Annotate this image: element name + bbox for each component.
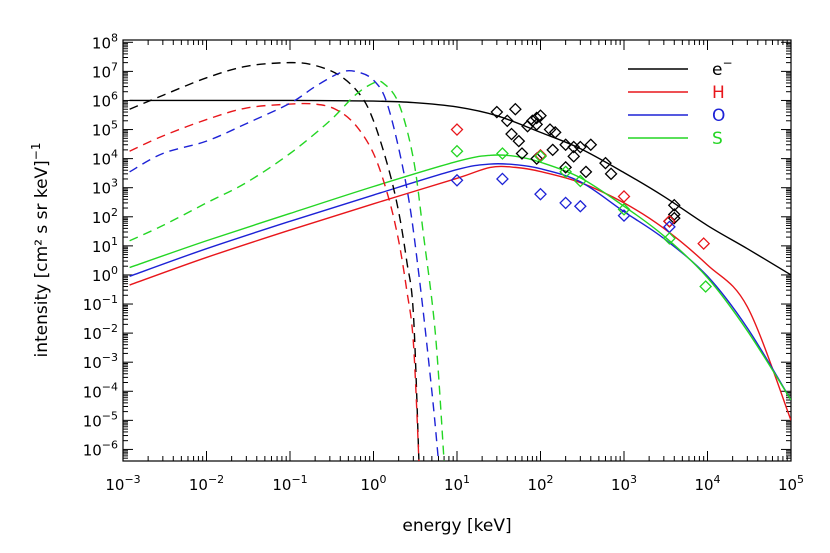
marker-h	[697, 237, 711, 250]
series-line-s-dashed	[129, 80, 445, 461]
x-tick-label: 100	[360, 473, 386, 494]
legend-label: S	[712, 129, 723, 149]
y-tick-label: 10−3	[83, 351, 118, 372]
series-line-h-dashed	[129, 102, 420, 461]
marker-e	[530, 118, 544, 131]
marker-h	[663, 214, 676, 228]
marker-o	[534, 187, 547, 201]
marker-e	[667, 198, 681, 212]
axis-ticks	[122, 40, 792, 462]
marker-s	[559, 165, 573, 179]
y-tick-label: 102	[92, 206, 118, 227]
y-axis-label-exponent: −1	[29, 142, 43, 160]
x-tick-label: 103	[611, 473, 637, 494]
x-axis-label: energy [keV]	[402, 516, 511, 536]
marker-o	[559, 196, 573, 210]
marker-o	[496, 172, 509, 186]
x-tick-label: 10−3	[105, 473, 140, 494]
y-tick-label: 101	[92, 235, 118, 256]
marker-h	[534, 148, 547, 162]
series-line-o-dashed	[129, 69, 440, 461]
marker-e	[599, 156, 612, 170]
legend-label: O	[712, 106, 725, 126]
marker-s	[496, 147, 509, 160]
marker-s	[617, 202, 631, 216]
marker-o	[617, 209, 631, 223]
y-axis-label-group: intensity [cm² s sr keV]−1	[29, 142, 52, 357]
x-tick-label: 101	[444, 473, 470, 494]
x-tick-label: 102	[527, 473, 553, 494]
marker-e	[548, 125, 562, 139]
marker-h	[617, 190, 631, 203]
marker-e	[500, 114, 514, 128]
x-tick-label: 10−2	[189, 473, 224, 494]
marker-e	[490, 105, 504, 119]
marker-s	[573, 174, 587, 188]
marker-s	[450, 144, 464, 158]
marker-h	[450, 123, 464, 136]
marker-e	[530, 111, 544, 125]
y-tick-labels: 10−6 10−5 10−4 10−3 10−2 10−1 100 101 102 103 104 1…	[83, 31, 118, 459]
marker-o	[573, 199, 587, 213]
y-tick-label: 103	[92, 177, 118, 198]
marker-e	[567, 149, 581, 163]
legend-label: e−	[712, 56, 733, 80]
marker-e	[530, 152, 544, 166]
marker-e	[559, 160, 573, 174]
x-tick-label: 10−1	[272, 473, 307, 494]
y-tick-label: 104	[92, 148, 118, 169]
y-tick-label: 10−2	[83, 322, 118, 343]
y-tick-label: 106	[92, 89, 118, 110]
x-tick-labels: 10−3 10−2 10−1 100 101 102 103 104 105	[105, 473, 804, 494]
y-tick-label: 10−1	[83, 293, 118, 314]
legend: e− HOS	[628, 56, 733, 149]
series-line-h-solid	[129, 165, 791, 421]
marker-e	[584, 138, 598, 152]
series-line-e-dashed	[129, 61, 420, 461]
x-tick-label: 105	[778, 473, 804, 494]
scatter-markers	[450, 102, 713, 293]
marker-s	[534, 149, 547, 163]
y-tick-label: 107	[92, 60, 118, 81]
y-tick-label: 10−6	[83, 438, 118, 459]
marker-s	[663, 232, 676, 245]
marker-e	[512, 134, 526, 148]
marker-o	[450, 173, 464, 187]
marker-e	[604, 167, 618, 181]
y-tick-label: 10−4	[83, 380, 118, 401]
marker-e	[559, 138, 573, 152]
x-tick-label: 104	[694, 473, 720, 494]
y-tick-label: 100	[92, 264, 118, 285]
y-tick-label: 108	[92, 31, 118, 52]
legend-label: H	[712, 83, 725, 103]
marker-e	[505, 127, 518, 141]
marker-e	[508, 102, 522, 116]
marker-e	[534, 109, 547, 123]
marker-e	[546, 143, 560, 157]
marker-s	[699, 280, 713, 293]
marker-e	[515, 147, 529, 160]
marker-e	[579, 165, 593, 179]
series-lines	[129, 61, 791, 461]
y-axis-label: intensity [cm² s sr keV]−1	[29, 142, 52, 357]
marker-e	[573, 140, 587, 154]
y-tick-label: 10−5	[83, 409, 118, 430]
y-tick-label: 105	[92, 119, 118, 140]
series-line-o-solid	[129, 162, 791, 401]
